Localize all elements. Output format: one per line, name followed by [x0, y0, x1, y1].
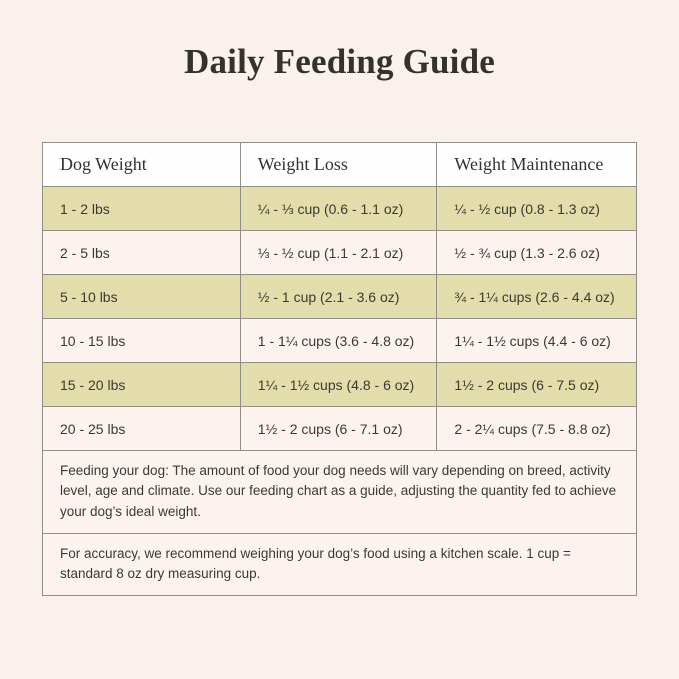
weight-maintenance-cell: 1½ - 2 cups (6 - 7.5 oz)	[436, 362, 637, 407]
weight-maintenance-cell: ½ - ¾ cup (1.3 - 2.6 oz)	[436, 230, 637, 275]
column-header-weight-maintenance: Weight Maintenance	[436, 142, 637, 187]
weight-maintenance-cell: 1¼ - 1½ cups (4.4 - 6 oz)	[436, 318, 637, 363]
note-row-feeding: Feeding your dog: The amount of food you…	[42, 450, 637, 534]
table-row: 20 - 25 lbs 1½ - 2 cups (6 - 7.1 oz) 2 -…	[42, 406, 637, 451]
page-title: Daily Feeding Guide	[183, 42, 496, 81]
weight-loss-cell: ¼ - ⅓ cup (0.6 - 1.1 oz)	[239, 186, 438, 231]
weight-cell: 5 - 10 lbs	[42, 274, 241, 319]
accuracy-note: For accuracy, we recommend weighing your…	[42, 532, 637, 597]
weight-maintenance-cell: ¼ - ½ cup (0.8 - 1.3 oz)	[436, 186, 637, 231]
header-row: Dog Weight Weight Loss Weight Maintenanc…	[42, 142, 637, 187]
weight-loss-cell: 1 - 1¼ cups (3.6 - 4.8 oz)	[239, 318, 438, 363]
weight-loss-cell: 1¼ - 1½ cups (4.8 - 6 oz)	[239, 362, 438, 407]
column-header-dog-weight: Dog Weight	[42, 142, 241, 187]
weight-cell: 2 - 5 lbs	[42, 230, 241, 275]
weight-cell: 1 - 2 lbs	[42, 186, 241, 231]
weight-loss-cell: 1½ - 2 cups (6 - 7.1 oz)	[239, 406, 438, 451]
weight-loss-cell: ½ - 1 cup (2.1 - 3.6 oz)	[239, 274, 438, 319]
weight-cell: 15 - 20 lbs	[42, 362, 241, 407]
feeding-note: Feeding your dog: The amount of food you…	[42, 450, 637, 534]
weight-maintenance-cell: 2 - 2¼ cups (7.5 - 8.8 oz)	[436, 406, 637, 451]
table-row: 5 - 10 lbs ½ - 1 cup (2.1 - 3.6 oz) ¾ - …	[42, 274, 637, 319]
weight-cell: 10 - 15 lbs	[42, 318, 241, 363]
weight-maintenance-cell: ¾ - 1¼ cups (2.6 - 4.4 oz)	[436, 274, 637, 319]
table-row: 10 - 15 lbs 1 - 1¼ cups (3.6 - 4.8 oz) 1…	[42, 318, 637, 363]
table-row: 15 - 20 lbs 1¼ - 1½ cups (4.8 - 6 oz) 1½…	[42, 362, 637, 407]
column-header-weight-loss: Weight Loss	[239, 142, 438, 187]
table-row: 1 - 2 lbs ¼ - ⅓ cup (0.6 - 1.1 oz) ¼ - ½…	[42, 186, 637, 231]
weight-loss-cell: ⅓ - ½ cup (1.1 - 2.1 oz)	[239, 230, 438, 275]
feeding-table: Dog Weight Weight Loss Weight Maintenanc…	[42, 142, 637, 597]
table-row: 2 - 5 lbs ⅓ - ½ cup (1.1 - 2.1 oz) ½ - ¾…	[42, 230, 637, 275]
note-row-accuracy: For accuracy, we recommend weighing your…	[42, 532, 637, 597]
weight-cell: 20 - 25 lbs	[42, 406, 241, 451]
